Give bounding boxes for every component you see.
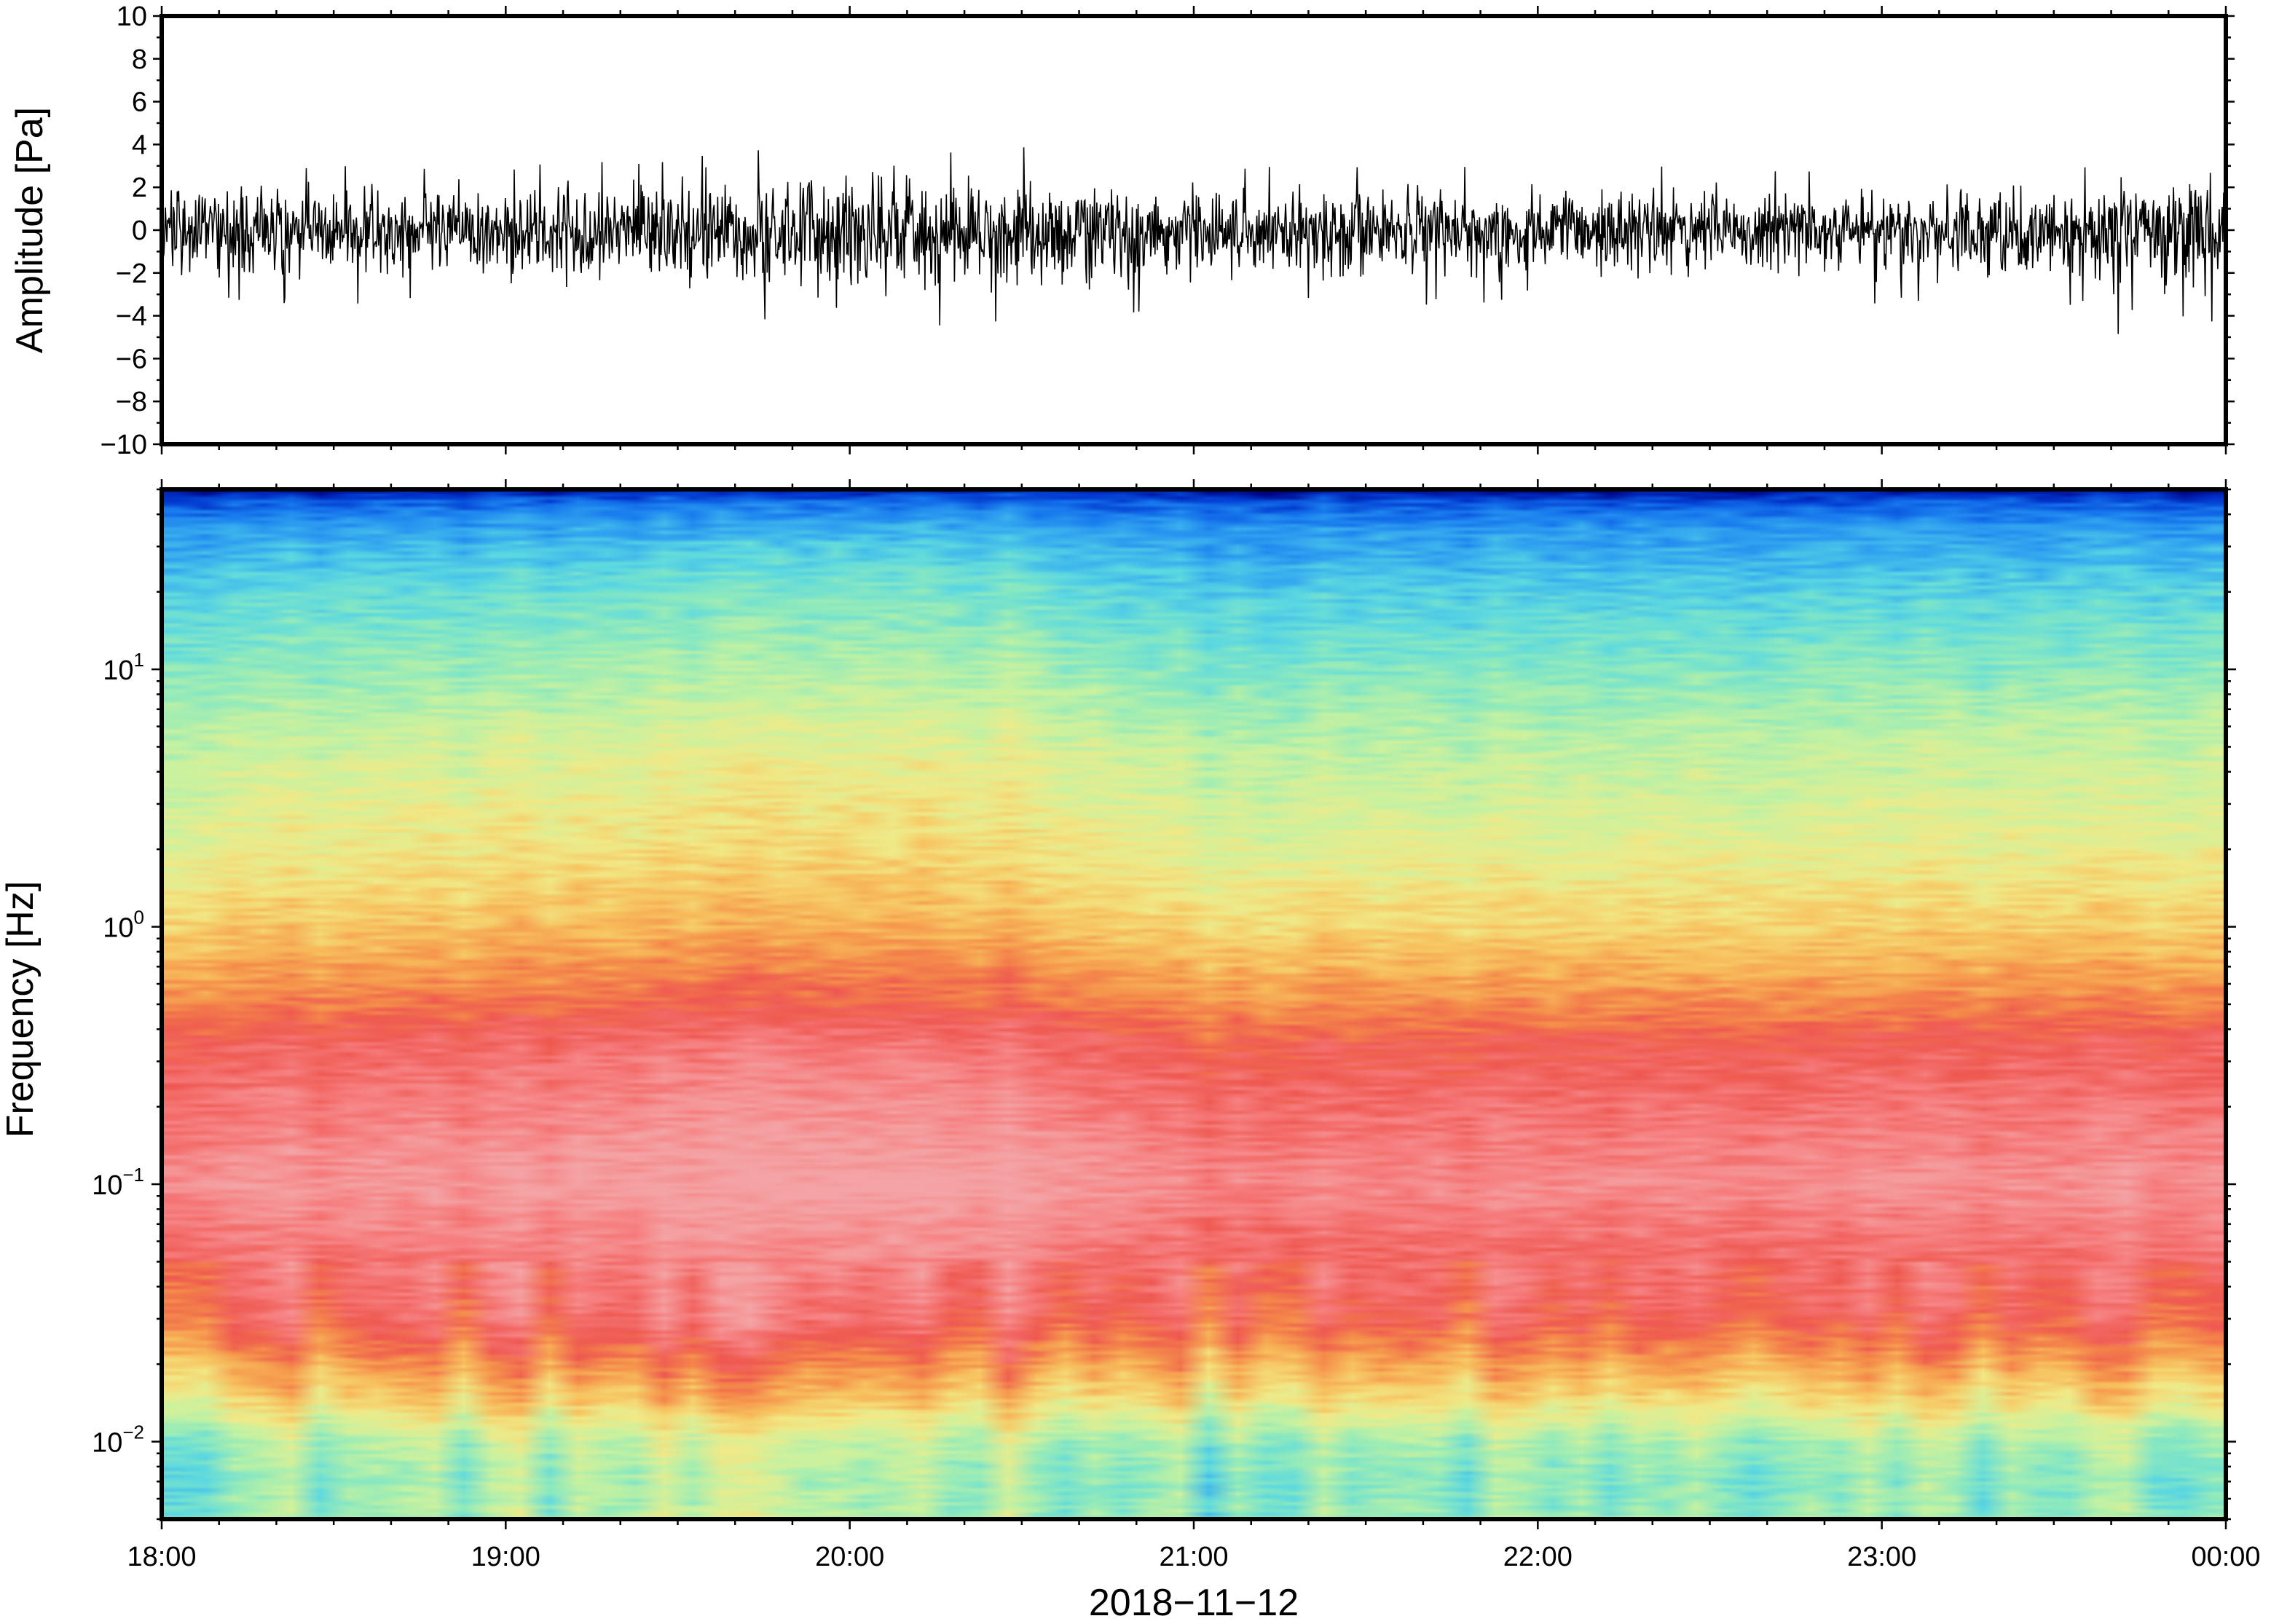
frequency-y-tick-label: 10−1 bbox=[92, 1164, 144, 1201]
amplitude-y-tick-label: 0 bbox=[132, 216, 147, 246]
frequency-axis-label: Frequency [Hz] bbox=[0, 881, 42, 1138]
amplitude-y-tick-label: −2 bbox=[116, 259, 147, 289]
amplitude-y-tick-label: 10 bbox=[117, 1, 147, 32]
amplitude-panel: −10 −8 −6 −4 −2 0 2 4 6 8 10 Amplitude [Pa] bbox=[9, 1, 2235, 460]
spectrogram-panel: 10−2 10−1 100 101 18:00 19:00 20:00 21:00 22:00… bbox=[0, 479, 2261, 1624]
time-x-tick-label: 18:00 bbox=[127, 1542, 196, 1572]
time-x-ticks: 18:00 19:00 20:00 21:00 22:00 23:00 00:00 bbox=[127, 479, 2261, 1572]
amplitude-plot-frame bbox=[160, 14, 2228, 446]
amplitude-y-tick-label: 2 bbox=[132, 173, 147, 203]
amplitude-y-ticks: −10 −8 −6 −4 −2 0 2 4 6 8 10 bbox=[101, 1, 2235, 460]
amplitude-y-tick-label: −8 bbox=[116, 387, 147, 417]
amplitude-y-tick-label: −4 bbox=[116, 301, 147, 332]
spectrogram-plot-frame bbox=[160, 487, 2228, 1521]
time-x-tick-label: 19:00 bbox=[471, 1542, 540, 1572]
amplitude-waveform bbox=[162, 147, 2226, 334]
frequency-y-tick-label: 10−2 bbox=[92, 1422, 144, 1459]
amplitude-y-tick-label: −6 bbox=[116, 344, 147, 374]
time-x-tick-label: 20:00 bbox=[815, 1542, 884, 1572]
amplitude-y-tick-label: −10 bbox=[101, 430, 147, 460]
amplitude-axis-label: Amplitude [Pa] bbox=[9, 107, 51, 353]
amplitude-y-tick-label: 8 bbox=[132, 44, 147, 75]
spectrogram-raster bbox=[162, 489, 2226, 1519]
amplitude-trace bbox=[162, 147, 2226, 334]
time-x-tick-label: 21:00 bbox=[1159, 1542, 1228, 1572]
frequency-y-tick-label: 101 bbox=[103, 649, 144, 686]
frequency-y-tick-label: 100 bbox=[103, 907, 144, 944]
time-x-tick-label: 22:00 bbox=[1503, 1542, 1573, 1572]
amplitude-y-tick-label: 6 bbox=[132, 87, 147, 118]
spectrogram-image bbox=[162, 489, 2226, 1519]
date-axis-label: 2018−11−12 bbox=[1089, 1582, 1299, 1624]
time-x-tick-label: 23:00 bbox=[1847, 1542, 1916, 1572]
amplitude-y-tick-label: 4 bbox=[132, 130, 147, 160]
time-x-tick-label: 00:00 bbox=[2191, 1542, 2260, 1572]
